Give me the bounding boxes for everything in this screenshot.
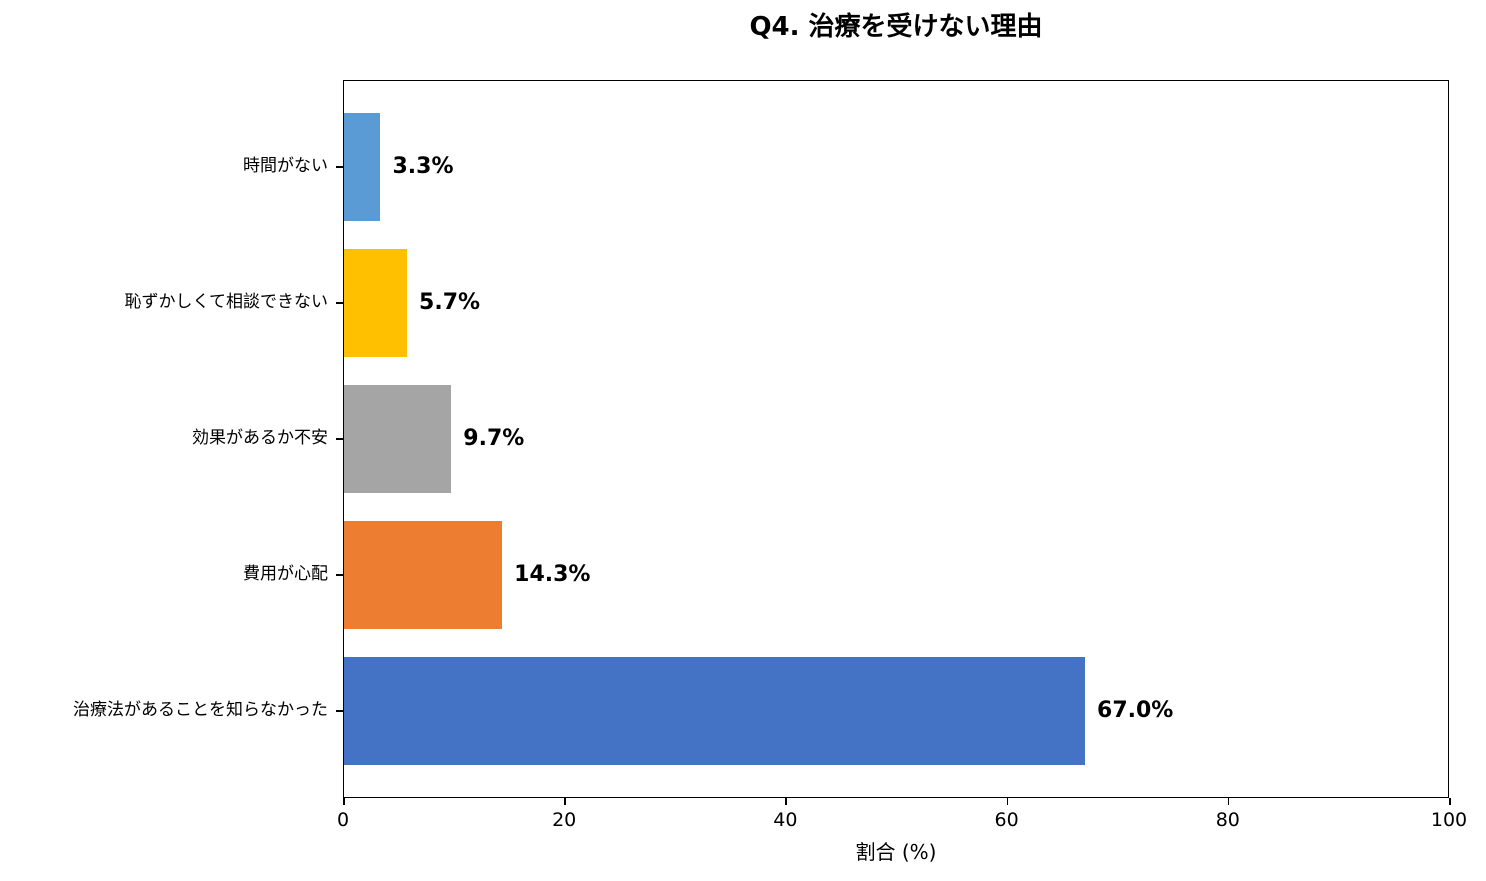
y-tick bbox=[336, 710, 343, 712]
x-tick-label: 80 bbox=[1215, 809, 1240, 831]
x-tick-label: 100 bbox=[1430, 809, 1468, 831]
bar bbox=[344, 657, 1086, 765]
y-tick bbox=[336, 574, 343, 576]
x-tick-label: 40 bbox=[773, 809, 798, 831]
bar-value-label: 67.0% bbox=[1097, 698, 1174, 723]
bar-value-label: 14.3% bbox=[514, 562, 591, 587]
y-tick-label: 恥ずかしくて相談できない bbox=[124, 292, 329, 312]
x-tick bbox=[1006, 798, 1009, 805]
bar bbox=[344, 113, 381, 221]
y-tick bbox=[336, 166, 343, 168]
y-tick-label: 効果があるか不安 bbox=[192, 428, 328, 448]
plot-area: 3.3% 5.7% 9.7% 14.3% 67.0% bbox=[343, 80, 1449, 798]
x-axis-title: 割合 (%) bbox=[855, 840, 937, 864]
x-tick bbox=[785, 798, 787, 805]
x-tick bbox=[1227, 798, 1230, 805]
bar-value-label: 3.3% bbox=[392, 154, 454, 179]
x-tick-label: 60 bbox=[994, 809, 1019, 831]
x-tick-label: 0 bbox=[336, 809, 350, 831]
y-tick bbox=[336, 438, 343, 440]
y-tick-label: 治療法があることを知らなかった bbox=[73, 700, 328, 720]
x-tick bbox=[343, 798, 345, 805]
bar bbox=[344, 385, 452, 493]
bar-value-label: 9.7% bbox=[463, 426, 525, 451]
y-tick bbox=[336, 302, 343, 304]
y-tick-label: 費用が心配 bbox=[243, 564, 328, 584]
x-tick bbox=[1449, 798, 1451, 805]
bar bbox=[344, 249, 408, 357]
bar bbox=[344, 521, 503, 629]
bar-value-label: 5.7% bbox=[419, 290, 481, 315]
x-tick-label: 20 bbox=[552, 809, 577, 831]
x-tick bbox=[564, 798, 566, 805]
chart-title: Q4. 治療を受けない理由 bbox=[749, 12, 1043, 42]
y-tick-label: 時間がない bbox=[243, 156, 328, 176]
